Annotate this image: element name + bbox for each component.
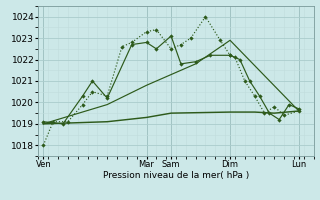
X-axis label: Pression niveau de la mer( hPa ): Pression niveau de la mer( hPa ) [103, 171, 249, 180]
